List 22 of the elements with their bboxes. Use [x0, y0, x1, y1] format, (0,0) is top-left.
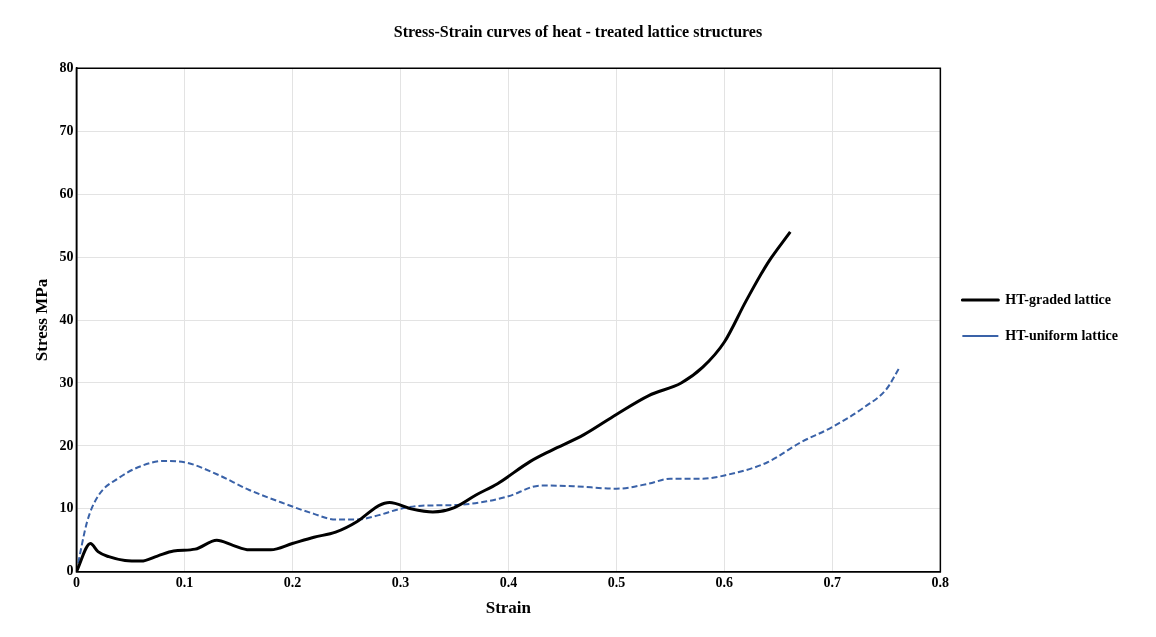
- y-tick-label: 80: [59, 59, 74, 75]
- x-tick-label: 0.6: [715, 574, 734, 590]
- y-tick-label: 20: [59, 437, 74, 453]
- y-tick-label: 40: [59, 311, 74, 327]
- y-axis-title: Stress MPa: [31, 278, 51, 362]
- y-tick-label: 50: [59, 248, 74, 264]
- y-tick-label: 30: [59, 374, 74, 390]
- y-tick-label: 60: [59, 185, 74, 201]
- y-tick-label: 70: [59, 122, 74, 138]
- x-axis-title: Strain: [485, 598, 532, 618]
- legend-label: HT-graded lattice: [1005, 291, 1111, 307]
- y-tick-label: 0: [66, 563, 74, 579]
- x-tick-label: 0.1: [175, 574, 194, 590]
- x-tick-label: 0.8: [931, 574, 950, 590]
- legend-label: HT-uniform lattice: [1005, 327, 1118, 343]
- x-tick-label: 0.3: [391, 574, 410, 590]
- chart-title: Stress-Strain curves of heat - treated lattice structures: [393, 22, 763, 40]
- x-tick-label: 0.4: [499, 574, 518, 590]
- x-tick-label: 0.5: [607, 574, 626, 590]
- x-tick-label: 0.7: [823, 574, 842, 590]
- y-tick-label: 10: [59, 500, 74, 516]
- x-tick-label: 0.2: [283, 574, 302, 590]
